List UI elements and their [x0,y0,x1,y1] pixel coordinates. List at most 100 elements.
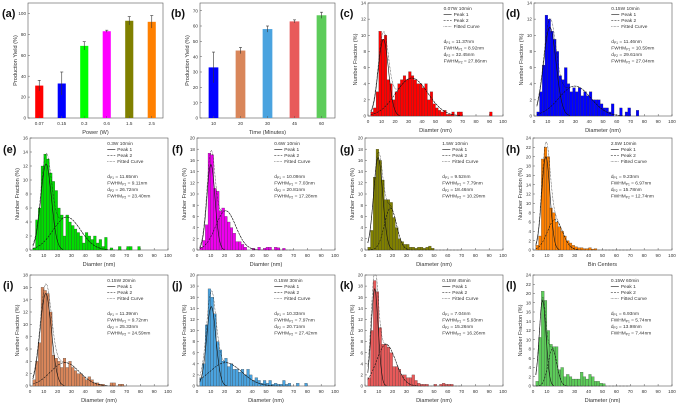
fitted-curve [32,283,127,387]
histogram-bar [268,247,272,251]
legend-entry: Peak 1 [621,284,636,290]
histogram-bar [104,237,108,251]
histogram-bar [207,152,211,251]
y-tick-label: 10 [358,192,364,197]
histogram-bar [580,95,584,117]
fit-stat: FWHMP2 = 16.26nm [442,331,485,337]
y-tick-label: 10 [526,337,532,342]
histogram-bar [386,79,390,117]
x-tick-label: 30 [404,253,410,258]
x-tick-label: 100 [499,253,507,258]
x-axis-title: Diameter (nm) [81,398,117,404]
y-tick-label: 12 [23,310,29,315]
histogram-bar [74,370,78,387]
peak-1-curve [535,156,560,250]
fit-stat: dP2 = 29.61nm [611,52,642,58]
histogram-bar [563,235,567,251]
legend-entry: Peak 1 [621,147,636,153]
peak-1-curve [370,39,400,116]
histogram-bar [546,156,550,251]
x-tick-label: 70 [628,389,634,394]
panel-label: (k) [340,280,354,292]
x-tick-label: 80 [642,389,648,394]
histogram-bar [413,79,417,117]
y-tick-label: 12 [526,192,532,197]
y-tick-label: 18 [23,273,29,278]
histogram-bar [544,14,548,117]
x-tick-label: 50 [600,119,606,124]
x-tick-label: 30 [236,253,242,258]
histogram-bar [411,247,415,251]
x-tick-label: 30 [406,119,412,124]
legend-entry: Peak 2 [454,18,469,24]
y-tick-label: 24 [526,273,532,278]
y-axis-title: Production Yield (%) [13,35,19,86]
x-tick-label: 60 [319,121,325,126]
x-tick-label: 20 [558,389,564,394]
x-tick-label: 80 [305,253,311,258]
panel-label: (b) [171,8,185,20]
histogram-bar [535,381,539,387]
y-tick-label: 10 [361,33,367,38]
histogram-bar [409,247,413,251]
y-tick-label: 14 [358,306,364,311]
legend-title: 0.15W 10min [611,6,640,12]
x-tick-label: 50 [96,389,102,394]
x-tick-label: 70 [628,119,634,124]
x-tick-label: 90 [487,253,493,258]
histogram-bar [224,216,228,251]
y-tick-label: 12 [527,17,533,22]
histogram-bar [429,91,433,117]
histogram-bar [427,99,431,117]
histogram-bar [583,91,587,117]
histogram-bar [414,380,418,387]
histogram-bar [421,87,425,117]
legend-title: 0.15W 30min [274,278,303,284]
bar [235,50,246,118]
histogram-bar [550,31,554,117]
y-tick-label: 2 [528,238,531,243]
y-tick-label: 6 [192,214,195,219]
histogram-bar [599,383,603,387]
histogram-bar [221,207,225,251]
y-axis-title: Number Fraction (%) [182,168,188,220]
histogram-bar [440,111,444,117]
y-axis-title: Number Fraction (%) [518,304,524,356]
y-tick-label: 0 [360,384,363,389]
fit-stat: dP1 = 11.37nm [444,39,475,45]
fit-stat: dP2 = 15.26nm [442,324,473,330]
panel-f: (f) 0 2 4 6 8 10 12 14 16 18 20 Number Fraction (%) D… [172,136,339,268]
y-tick-label: 22 [526,145,532,150]
y-tick-label: 20 [526,154,532,159]
histogram-bar [32,379,36,387]
histogram-bar [137,246,141,251]
histogram-bar [560,367,564,387]
x-tick-label: 50 [600,389,606,394]
x-tick-label: 10 [41,389,47,394]
x-tick-label: 90 [152,389,158,394]
legend-entry: Peak 2 [621,290,636,296]
x-tick-label: 40 [586,253,592,258]
y-tick-label: 0 [528,248,531,253]
fit-stat: dP2 = 13.98nm [611,324,642,330]
legend-title: 0.15W 45min [442,278,471,284]
bar [316,15,327,119]
y-axis-title: Number Fraction (%) [519,33,525,85]
histogram-bar [549,344,553,387]
histogram-bar [287,383,291,387]
histogram-bar [538,337,542,387]
y-tick-label: 10 [527,33,533,38]
x-tick-label: 10 [211,121,217,126]
legend-entry: Peak 1 [452,147,467,153]
legend-entry: Peak 1 [284,147,299,153]
legend-entry: Fitted Curve [284,296,310,302]
histogram-bar [241,369,245,387]
y-tick-label: 24 [526,136,532,141]
x-tick-label: 30 [236,389,242,394]
histogram-bar [417,247,421,251]
y-tick-label: 4 [25,359,28,364]
legend-title: 0.07W 10min [444,6,473,12]
histogram-bar [370,330,374,387]
y-tick-label: 6 [363,65,366,70]
